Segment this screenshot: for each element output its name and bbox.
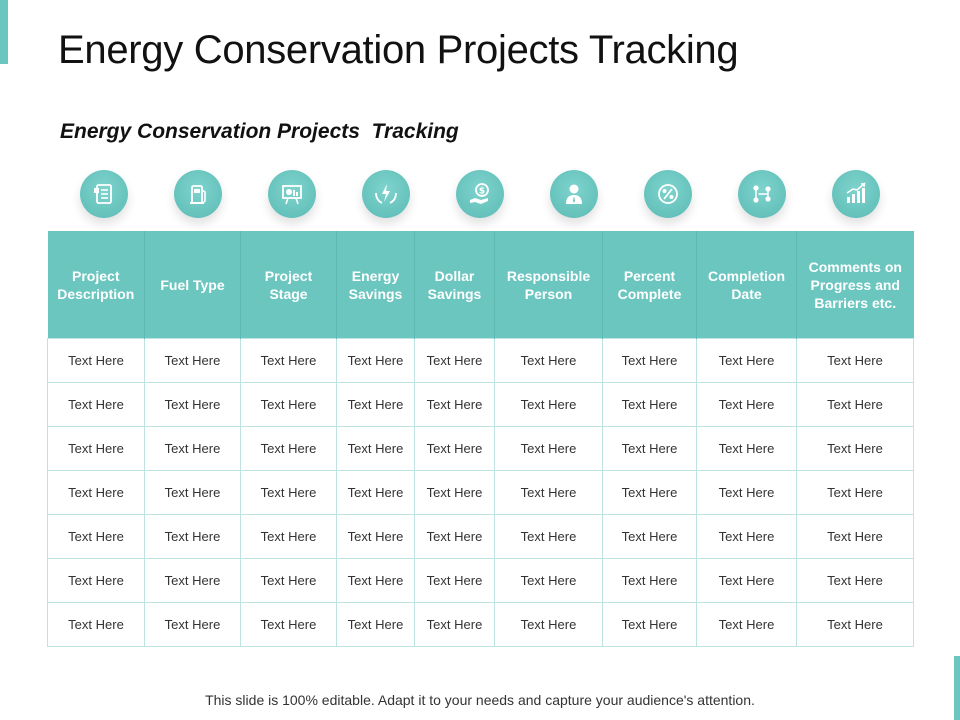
table-cell[interactable]: Text Here [336, 382, 415, 427]
table-cell[interactable]: Text Here [796, 558, 914, 603]
table-cell[interactable]: Text Here [144, 338, 241, 383]
table-cell[interactable]: Text Here [144, 426, 241, 471]
icons-row: $ [0, 170, 960, 220]
table-cell[interactable]: Text Here [796, 470, 914, 515]
table-cell[interactable]: Text Here [494, 602, 603, 647]
table-cell[interactable]: Text Here [47, 382, 145, 427]
header-project-stage: Project Stage [240, 231, 337, 339]
table-cell[interactable]: Text Here [602, 514, 697, 559]
table-cell[interactable]: Text Here [494, 426, 603, 471]
header-percent-complete: Percent Complete [602, 231, 697, 339]
tracking-table: Project Description Fuel Type Project St… [47, 231, 914, 647]
table-cell[interactable]: Text Here [336, 426, 415, 471]
dollar-hand-icon: $ [456, 170, 504, 218]
table-cell[interactable]: Text Here [47, 470, 145, 515]
table-cell[interactable]: Text Here [494, 470, 603, 515]
table-cell[interactable]: Text Here [414, 602, 495, 647]
table-cell[interactable]: Text Here [796, 514, 914, 559]
table-cell[interactable]: Text Here [696, 602, 797, 647]
table-cell[interactable]: Text Here [240, 338, 337, 383]
table-cell[interactable]: Text Here [144, 602, 241, 647]
accent-bar-bottom [954, 656, 960, 720]
table-cell[interactable]: Text Here [696, 558, 797, 603]
table-cell[interactable]: Text Here [494, 382, 603, 427]
footer-note: This slide is 100% editable. Adapt it to… [205, 692, 755, 708]
table-cell[interactable]: Text Here [240, 382, 337, 427]
table-cell[interactable]: Text Here [494, 514, 603, 559]
table-cell[interactable]: Text Here [602, 426, 697, 471]
table-cell[interactable]: Text Here [240, 602, 337, 647]
table-cell[interactable]: Text Here [796, 382, 914, 427]
table-cell[interactable]: Text Here [602, 382, 697, 427]
document-list-icon [80, 170, 128, 218]
table-cell[interactable]: Text Here [796, 426, 914, 471]
presentation-board-icon [268, 170, 316, 218]
percent-icon [644, 170, 692, 218]
table-cell[interactable]: Text Here [414, 382, 495, 427]
table-row: Text Here Text Here Text Here Text Here Text… [47, 514, 914, 559]
table-cell[interactable]: Text Here [602, 470, 697, 515]
table-row: Text Here Text Here Text Here Text Here Text… [47, 470, 914, 515]
table-cell[interactable]: Text Here [696, 514, 797, 559]
table-cell[interactable]: Text Here [696, 426, 797, 471]
table-cell[interactable]: Text Here [144, 382, 241, 427]
person-icon [550, 170, 598, 218]
header-fuel-type: Fuel Type [144, 231, 241, 339]
table-row: Text Here Text Here Text Here Text Here Text… [47, 338, 914, 383]
table-header-row: Project Description Fuel Type Project St… [47, 231, 914, 339]
energy-hands-icon [362, 170, 410, 218]
table-cell[interactable]: Text Here [336, 514, 415, 559]
header-project-description: Project Description [47, 231, 145, 339]
table-cell[interactable]: Text Here [696, 470, 797, 515]
table-cell[interactable]: Text Here [414, 338, 495, 383]
table-cell[interactable]: Text Here [602, 558, 697, 603]
table-cell[interactable]: Text Here [47, 514, 145, 559]
header-completion-date: Completion Date [696, 231, 797, 339]
table-cell[interactable]: Text Here [240, 558, 337, 603]
table-cell[interactable]: Text Here [696, 338, 797, 383]
table-cell[interactable]: Text Here [414, 514, 495, 559]
header-energy-savings: Energy Savings [336, 231, 415, 339]
table-cell[interactable]: Text Here [336, 558, 415, 603]
table-row: Text Here Text Here Text Here Text Here Text… [47, 382, 914, 427]
table-cell[interactable]: Text Here [414, 426, 495, 471]
table-row: Text Here Text Here Text Here Text Here Text… [47, 558, 914, 603]
table-cell[interactable]: Text Here [796, 338, 914, 383]
flow-chart-icon [738, 170, 786, 218]
table-cell[interactable]: Text Here [240, 470, 337, 515]
table-cell[interactable]: Text Here [336, 470, 415, 515]
table-row: Text Here Text Here Text Here Text Here Text… [47, 602, 914, 647]
table-cell[interactable]: Text Here [414, 558, 495, 603]
header-comments: Comments on Progress and Barriers etc. [796, 231, 914, 339]
table-cell[interactable]: Text Here [144, 514, 241, 559]
table-cell[interactable]: Text Here [47, 426, 145, 471]
table-cell[interactable]: Text Here [240, 426, 337, 471]
header-dollar-savings: Dollar Savings [414, 231, 495, 339]
table-cell[interactable]: Text Here [144, 558, 241, 603]
table-cell[interactable]: Text Here [602, 602, 697, 647]
table-subtitle: Energy Conservation Projects Tracking [60, 120, 459, 143]
header-responsible-person: Responsible Person [494, 231, 603, 339]
table-cell[interactable]: Text Here [414, 470, 495, 515]
accent-bar-top [0, 0, 8, 64]
svg-text:$: $ [479, 187, 485, 197]
table-cell[interactable]: Text Here [602, 338, 697, 383]
table-cell[interactable]: Text Here [696, 382, 797, 427]
table-cell[interactable]: Text Here [336, 602, 415, 647]
table-cell[interactable]: Text Here [336, 338, 415, 383]
table-cell[interactable]: Text Here [47, 602, 145, 647]
bar-chart-growth-icon [832, 170, 880, 218]
table-cell[interactable]: Text Here [47, 558, 145, 603]
table-cell[interactable]: Text Here [240, 514, 337, 559]
table-cell[interactable]: Text Here [494, 338, 603, 383]
table-cell[interactable]: Text Here [494, 558, 603, 603]
table-row: Text Here Text Here Text Here Text Here Text… [47, 426, 914, 471]
table-cell[interactable]: Text Here [144, 470, 241, 515]
table-cell[interactable]: Text Here [796, 602, 914, 647]
page-title: Energy Conservation Projects Tracking [58, 28, 739, 72]
fuel-pump-icon [174, 170, 222, 218]
table-cell[interactable]: Text Here [47, 338, 145, 383]
